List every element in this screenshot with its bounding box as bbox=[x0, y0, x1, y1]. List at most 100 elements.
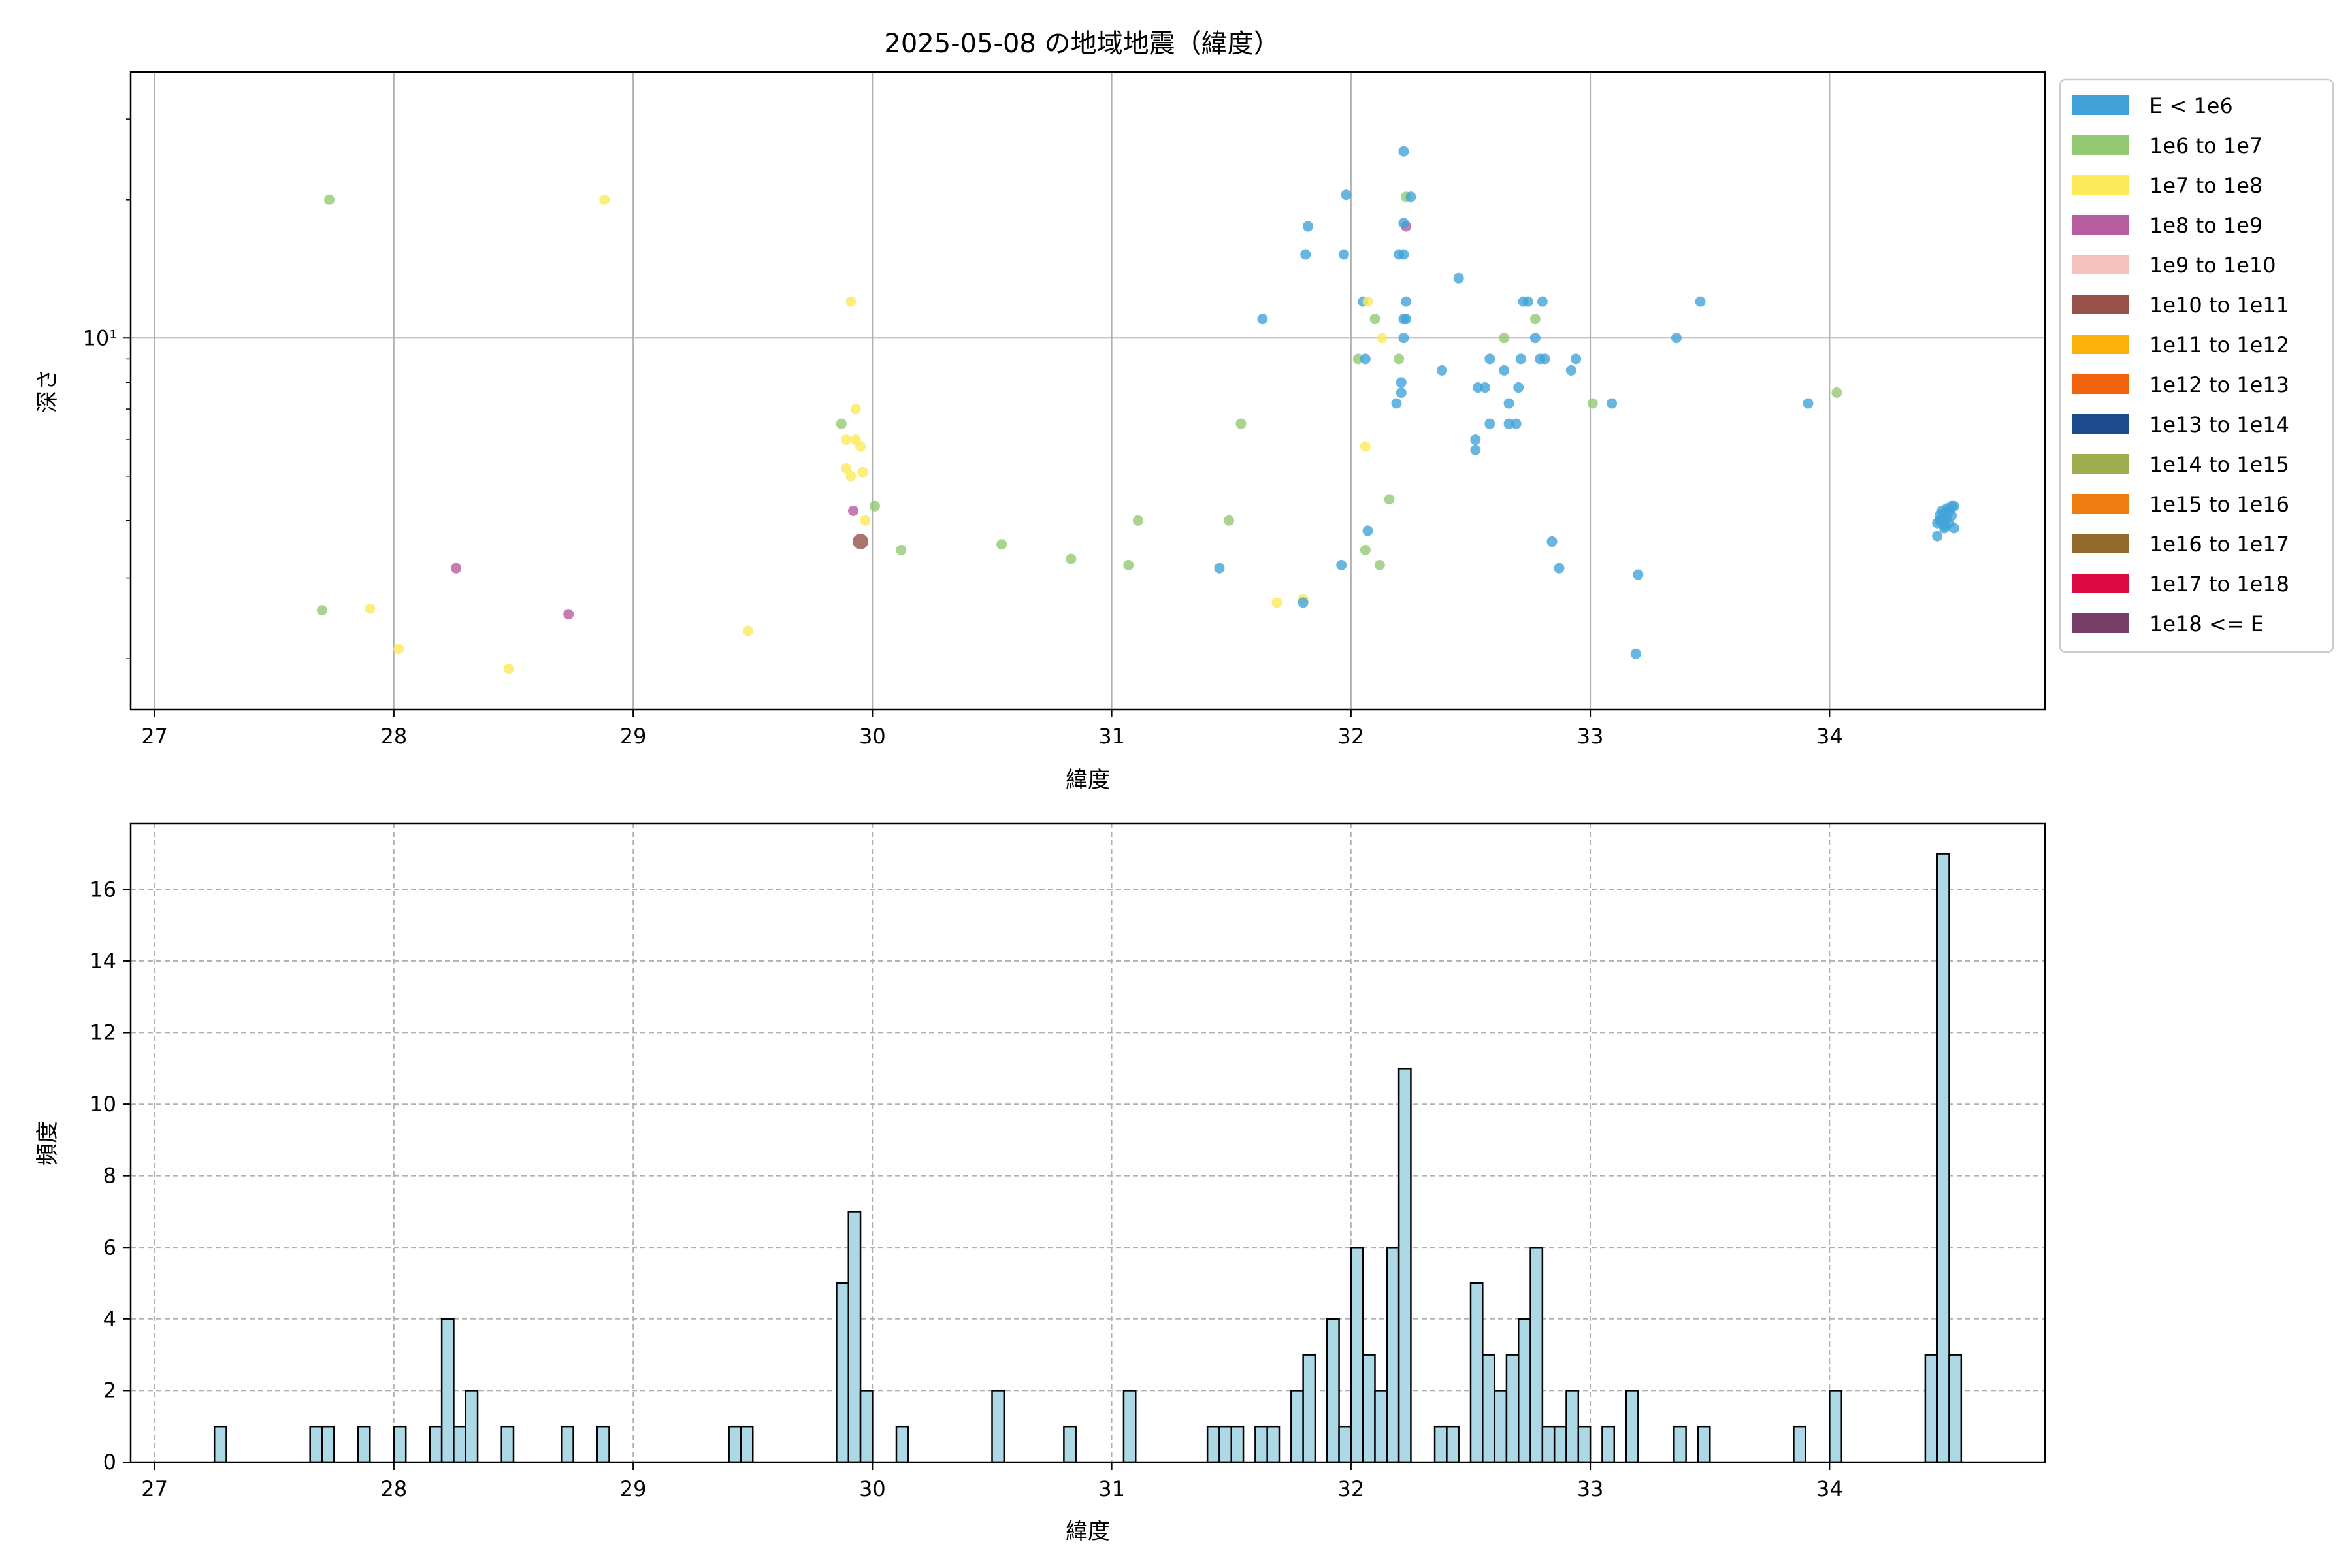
scatter-x-tick-label: 30 bbox=[859, 724, 886, 749]
legend-label: 1e9 to 1e10 bbox=[2149, 253, 2276, 278]
scatter-point bbox=[1633, 569, 1644, 580]
histogram-x-tick-label: 29 bbox=[620, 1477, 647, 1501]
scatter-point bbox=[1369, 314, 1380, 325]
histogram-bar bbox=[1948, 1354, 1963, 1463]
scatter-point bbox=[317, 605, 327, 616]
scatter-y-tick-label: 10¹ bbox=[82, 325, 118, 350]
chart-title: 2025-05-08 の地域地震（緯度） bbox=[884, 29, 1279, 59]
legend-label: 1e14 to 1e15 bbox=[2149, 452, 2289, 477]
scatter-gridlines bbox=[131, 72, 2045, 710]
histogram-bar bbox=[1936, 853, 1950, 1463]
scatter-point bbox=[848, 505, 859, 516]
histogram-bar bbox=[1254, 1425, 1268, 1463]
scatter-point bbox=[1537, 296, 1548, 307]
scatter-point bbox=[1479, 382, 1490, 393]
histogram-bar bbox=[1063, 1425, 1077, 1463]
scatter-point bbox=[1932, 531, 1943, 542]
scatter-point bbox=[1470, 434, 1481, 446]
histogram-bar bbox=[895, 1425, 909, 1463]
scatter-point bbox=[1944, 505, 1955, 516]
scatter-point bbox=[1401, 296, 1412, 307]
scatter-point bbox=[1453, 272, 1464, 284]
scatter-point bbox=[1391, 398, 1402, 409]
scatter-point bbox=[1398, 333, 1409, 344]
scatter-point bbox=[1302, 221, 1313, 232]
histogram-bar bbox=[1206, 1425, 1220, 1463]
histogram-x-tick-label: 34 bbox=[1816, 1477, 1843, 1501]
scatter-point bbox=[1499, 333, 1510, 344]
scatter-point bbox=[1529, 314, 1541, 325]
scatter-plot-frame bbox=[129, 71, 2046, 711]
scatter-point bbox=[1565, 365, 1576, 376]
histogram-bar bbox=[1482, 1354, 1495, 1463]
scatter-point bbox=[860, 515, 871, 526]
histogram-x-tick-label: 33 bbox=[1577, 1477, 1604, 1501]
histogram-bar bbox=[561, 1425, 574, 1463]
scatter-point bbox=[845, 296, 857, 307]
scatter-point bbox=[1671, 333, 1682, 344]
histogram-bar bbox=[1553, 1425, 1567, 1463]
scatter-point bbox=[1298, 597, 1309, 608]
scatter-point bbox=[1396, 377, 1407, 388]
legend-swatch bbox=[2072, 534, 2129, 553]
histogram-bar bbox=[1446, 1425, 1460, 1463]
scatter-point bbox=[1352, 353, 1364, 365]
histogram-bar bbox=[1266, 1425, 1281, 1463]
histogram-y-ticks: 0 2 4 6 8 10 12 14 16 bbox=[90, 877, 131, 1475]
scatter-point bbox=[1499, 365, 1510, 376]
scatter-point bbox=[1401, 314, 1412, 325]
histogram-panel: 27 28 29 30 31 32 33 34 0 2 4 6 8 10 12 14 16 緯度 頻度 bbox=[35, 822, 2046, 1544]
scatter-y-axis-label: 深さ bbox=[35, 368, 61, 413]
scatter-point bbox=[845, 470, 857, 482]
histogram-bar bbox=[1793, 1425, 1806, 1463]
scatter-point bbox=[1554, 563, 1565, 574]
scatter-point bbox=[323, 194, 335, 205]
scatter-point bbox=[857, 466, 868, 478]
scatter-point bbox=[996, 539, 1007, 550]
scatter-point bbox=[1948, 523, 1959, 534]
scatter-point bbox=[1257, 314, 1268, 325]
scatter-point bbox=[1515, 353, 1526, 365]
scatter-x-tick-label: 29 bbox=[620, 724, 647, 749]
legend-swatch bbox=[2072, 613, 2129, 633]
scatter-point bbox=[841, 463, 852, 474]
histogram-bar bbox=[1829, 1390, 1842, 1463]
scatter-point bbox=[1384, 494, 1395, 505]
histogram-y-tick-label: 2 bbox=[103, 1378, 116, 1403]
scatter-point bbox=[1396, 387, 1407, 398]
histogram-bar bbox=[393, 1425, 407, 1463]
histogram-bar bbox=[1218, 1425, 1232, 1463]
histogram-y-tick-label: 12 bbox=[90, 1021, 116, 1045]
scatter-point bbox=[1539, 353, 1550, 365]
scatter-point bbox=[1235, 418, 1247, 429]
legend-swatch bbox=[2072, 335, 2129, 354]
legend-label: 1e13 to 1e14 bbox=[2149, 412, 2289, 437]
scatter-point bbox=[451, 563, 462, 574]
histogram-bar bbox=[1673, 1425, 1687, 1463]
legend-swatch bbox=[2072, 374, 2129, 394]
histogram-bar bbox=[1924, 1354, 1938, 1463]
histogram-y-tick-label: 8 bbox=[103, 1164, 116, 1188]
legend-label: 1e11 to 1e12 bbox=[2149, 333, 2289, 357]
scatter-point bbox=[870, 500, 881, 512]
scatter-point bbox=[855, 441, 866, 452]
legend-swatch bbox=[2072, 135, 2129, 155]
scatter-point bbox=[1338, 249, 1349, 260]
scatter-point bbox=[1803, 398, 1814, 409]
scatter-point bbox=[1360, 441, 1371, 452]
histogram-y-tick-label: 10 bbox=[90, 1092, 116, 1117]
histogram-plot-frame bbox=[129, 822, 2046, 1463]
scatter-panel: 2025-05-08 の地域地震（緯度） 27 28 29 30 31 32 33 34 10… bbox=[35, 29, 2046, 793]
histogram-bar bbox=[728, 1425, 742, 1463]
scatter-point bbox=[1341, 189, 1352, 201]
scatter-point bbox=[896, 544, 907, 555]
legend-label: 1e15 to 1e16 bbox=[2149, 492, 2289, 517]
histogram-bar bbox=[1565, 1390, 1580, 1463]
scatter-point bbox=[1374, 559, 1385, 570]
scatter-point bbox=[1630, 648, 1641, 659]
histogram-x-tick-label: 28 bbox=[381, 1477, 408, 1501]
legend-label: 1e8 to 1e9 bbox=[2149, 213, 2262, 238]
legend-frame bbox=[2059, 78, 2334, 653]
legend-swatch bbox=[2072, 255, 2129, 274]
histogram-bar bbox=[500, 1425, 515, 1463]
